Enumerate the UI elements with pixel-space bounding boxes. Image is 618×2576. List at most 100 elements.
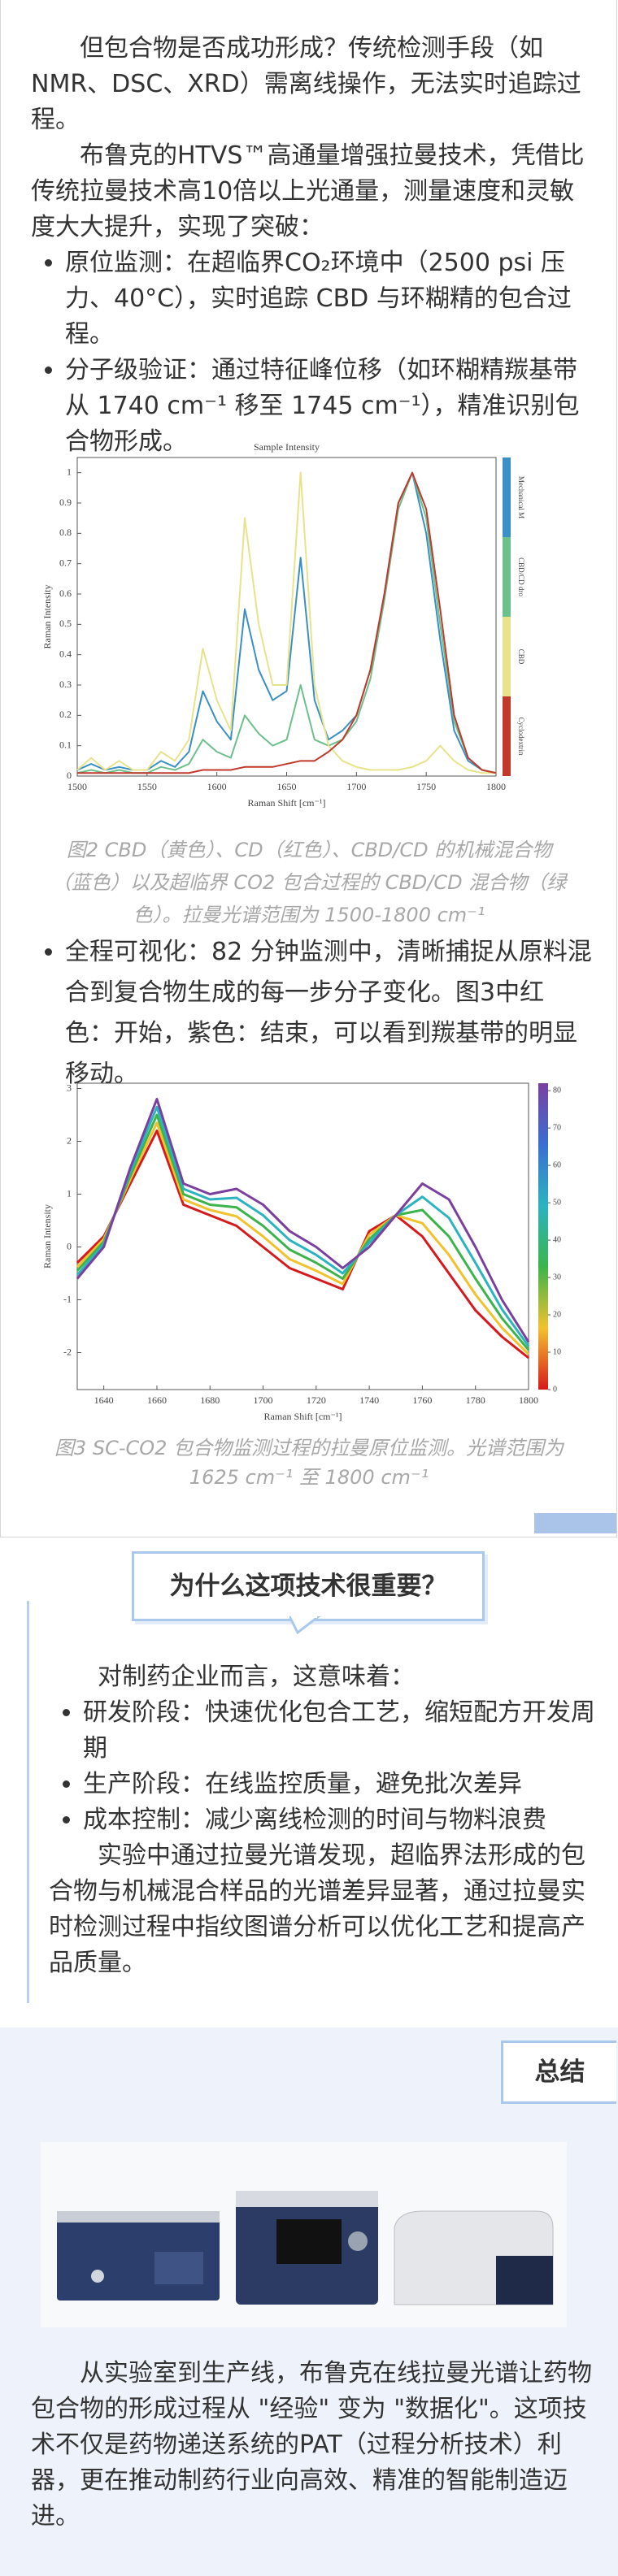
series-line	[76, 471, 497, 774]
y-tick-label: 1	[67, 466, 72, 477]
x-tick-label: 1700	[254, 1394, 273, 1406]
importance-body: 对制药企业而言，这意味着： 研发阶段：快速优化包合工艺，缩短配方开发周期 生产阶…	[49, 1659, 602, 1981]
y-tick-label: 0.4	[59, 648, 72, 659]
intro: 但包合物是否成功形成？传统检测手段（如NMR、DSC、XRD）需离线操作，无法实…	[31, 31, 592, 460]
series-line	[76, 471, 497, 774]
series-line	[77, 471, 497, 774]
x-tick-label: 1740	[359, 1394, 379, 1406]
knob	[91, 2270, 104, 2283]
x-tick-label: 1700	[346, 781, 366, 792]
tail	[289, 1616, 321, 1635]
product-image	[41, 2142, 567, 2327]
legend-swatch	[503, 537, 511, 617]
bullet-list: 原位监测：在超临界CO₂环境中（2500 psi 压力、40°C），实时追踪 C…	[31, 245, 592, 460]
series-line	[76, 1130, 529, 1360]
colorbar-tick-label: 60	[553, 1160, 561, 1169]
figure-caption: 图3 SC-CO2 包合物监测过程的拉曼原位监测。光谱范围为 1625 cm⁻¹…	[54, 1437, 564, 1489]
y-tick-label: 0.6	[59, 588, 72, 599]
y-tick-label: 1	[67, 1187, 72, 1199]
x-tick-label: 1660	[147, 1394, 167, 1406]
y-tick-label: -1	[63, 1293, 72, 1304]
bullet: 生产阶段：在线监控质量，避免批次差异	[83, 1767, 602, 1802]
colorbar-tick-label: 50	[553, 1198, 561, 1207]
y-tick-label: -2	[63, 1346, 72, 1357]
colorbar	[538, 1083, 548, 1390]
y-tick-label: 0.3	[59, 679, 72, 690]
colorbar-tick-label: 10	[553, 1347, 561, 1356]
plot-frame	[76, 1082, 529, 1390]
content-box	[0, 0, 617, 1537]
x-tick-label: 1720	[307, 1394, 326, 1406]
section-rule	[27, 1601, 29, 2003]
chart: 1640 1660 1680 1700 1720 1740 1760 1780 1 80 0 -2 -1…	[41, 1082, 561, 1422]
x-tick-label: 1760	[412, 1394, 432, 1406]
x-axis-label: Raman Shift [cm⁻¹]	[248, 797, 326, 809]
legend-swatch	[503, 696, 511, 776]
x-axis-label: Raman Shift [cm⁻¹]	[264, 1411, 342, 1422]
y-tick-label: 3	[67, 1082, 72, 1093]
y-tick-label: 0.8	[59, 527, 72, 538]
summary-body: 从实验室到生产线，布鲁克在线拉曼光谱让药物包合物的形成过程从 "经验" 变为 "…	[31, 2356, 592, 2535]
instrument	[57, 2211, 220, 2301]
y-tick-label: 0.7	[59, 557, 72, 568]
series-line	[76, 471, 496, 774]
x-tick-label: 1640	[94, 1394, 114, 1406]
x-tick-label: 1650	[277, 781, 297, 792]
colorbar-tick-label: 20	[553, 1310, 561, 1319]
legend-label: CBD	[517, 649, 525, 665]
chart-title: Sample Intensity	[254, 441, 320, 453]
bullet: 成本控制：减少离线检测的时间与物料浪费	[83, 1802, 602, 1838]
bullet: 研发阶段：快速优化包合工艺，缩短配方开发周期	[83, 1695, 602, 1767]
bullet: 原位监测：在超临界CO₂环境中（2500 psi 压力、40°C），实时追踪 C…	[65, 245, 592, 353]
series-line	[76, 1121, 530, 1355]
paragraph: 但包合物是否成功形成？传统检测手段（如NMR、DSC、XRD）需离线操作，无法实…	[31, 34, 581, 134]
colorbar-tick-label: 40	[553, 1235, 561, 1244]
plot-frame	[76, 457, 497, 777]
colorbar-tick-label: 70	[553, 1123, 561, 1132]
section-heading: 总结	[501, 2040, 616, 2104]
y-tick-label: 0	[67, 1240, 72, 1251]
instrument	[394, 2210, 554, 2305]
paragraph: 实验中通过拉曼光谱发现，超临界法形成的包合物与机械混合样品的光谱差异显著，通过拉…	[49, 1841, 585, 1977]
x-tick-label: 1780	[466, 1394, 485, 1406]
series-line	[76, 1105, 530, 1347]
legend-swatch	[503, 617, 511, 696]
y-tick-label: 0	[67, 770, 72, 781]
knob	[348, 2231, 368, 2251]
series-line	[76, 1113, 530, 1351]
y-axis-label: Raman Intensity	[41, 585, 53, 649]
x-tick-label: 1800	[486, 781, 506, 792]
instrument-panel	[496, 2256, 553, 2305]
x-tick-label: 1680	[200, 1394, 220, 1406]
colorbar-tick-label: 30	[553, 1273, 561, 1281]
x-tick-label: 1550	[137, 781, 157, 792]
y-tick-label: 0.1	[59, 739, 72, 750]
heading-tail	[289, 1616, 321, 1635]
x-tick-label: 1500	[67, 781, 87, 792]
chart: Sample Intensity 1500 1550 1600 1650 1700 1750…	[41, 441, 525, 809]
y-tick-label: 0.9	[59, 497, 72, 508]
y-tick-label: 0.5	[59, 618, 72, 629]
screen	[276, 2219, 342, 2264]
legend-label: CBD/CD dro	[517, 557, 525, 596]
y-tick-label: 0.2	[59, 709, 72, 720]
paragraph: 布鲁克的HTVS™高通量增强拉曼技术，凭借比传统拉曼技术高10倍以上光通量，测量…	[31, 141, 585, 241]
paragraph: 从实验室到生产线，布鲁克在线拉曼光谱让药物包合物的形成过程从 "经验" 变为 "…	[31, 2359, 592, 2530]
paragraph: 对制药企业而言，这意味着：	[98, 1663, 415, 1691]
y-axis-label: Raman Intensity	[41, 1204, 53, 1268]
bullet: 分子级验证：通过特征峰位移（如环糊精羰基带从 1740 cm⁻¹ 移至 1745…	[65, 353, 592, 460]
decor-bar	[534, 1513, 616, 1533]
instrument	[236, 2191, 378, 2305]
y-tick-label: 2	[67, 1134, 72, 1146]
legend-label: Mechanical M	[517, 476, 525, 518]
colorbar-tick-label: 80	[553, 1086, 561, 1095]
instrument-top	[57, 2211, 220, 2223]
instrument-panel	[154, 2252, 203, 2284]
legend-swatch	[503, 458, 511, 537]
legend-label: Cyclodextrin	[517, 718, 525, 756]
instrument-top	[236, 2191, 378, 2207]
series-line	[76, 1098, 530, 1343]
section-heading: 为什么这项技术很重要？	[132, 1551, 485, 1621]
bullet-list: 研发阶段：快速优化包合工艺，缩短配方开发周期 生产阶段：在线监控质量，避免批次差…	[49, 1695, 602, 1838]
